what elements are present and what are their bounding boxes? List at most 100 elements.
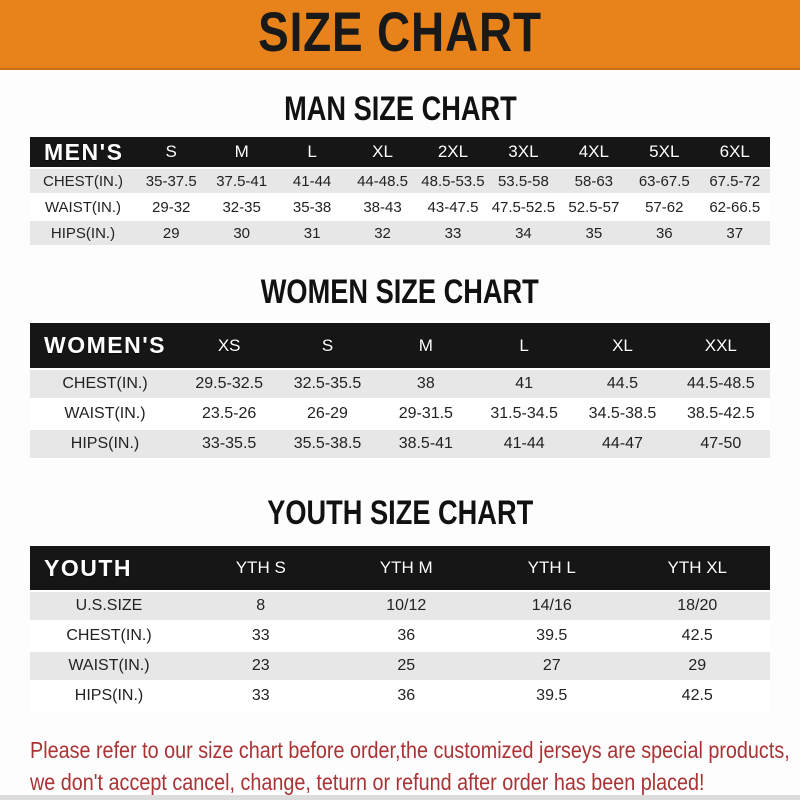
measure-value: 14/16 <box>479 591 625 622</box>
measure-value: 35.5-38.5 <box>278 429 377 460</box>
measure-value: 42.5 <box>624 621 770 652</box>
banner-title: SIZE CHART <box>258 0 542 63</box>
size-column-header: YTH L <box>479 546 625 592</box>
measure-value: 29.5-32.5 <box>180 369 279 400</box>
measure-value: 44.5-48.5 <box>671 369 770 400</box>
size-column-header: 4XL <box>558 137 630 169</box>
measure-value: 33 <box>188 681 334 712</box>
measure-value: 34 <box>488 220 559 247</box>
size-column-header: 5XL <box>629 137 700 169</box>
size-column-header: L <box>276 137 348 169</box>
measure-value: 29 <box>136 220 207 247</box>
size-column-header: 6XL <box>699 137 770 169</box>
measure-value: 36 <box>333 681 479 712</box>
measure-value: 35 <box>558 220 630 247</box>
measure-value: 31 <box>276 220 348 247</box>
measure-value: 62-66.5 <box>699 194 770 221</box>
measure-value: 23.5-26 <box>180 399 279 430</box>
measure-value: 34.5-38.5 <box>573 399 672 430</box>
measure-value: 32-35 <box>206 194 277 221</box>
measure-value: 25 <box>333 651 479 682</box>
table-corner-label: MEN'S <box>30 137 136 169</box>
table-row: U.S.SIZE 8 10/12 14/16 18/20 <box>30 591 770 622</box>
table-row: HIPS(IN.) 29 30 31 32 33 34 35 36 37 <box>30 220 770 247</box>
measure-value: 35-38 <box>276 194 348 221</box>
measure-label: CHEST(IN.) <box>30 369 180 400</box>
measure-value: 52.5-57 <box>558 194 630 221</box>
size-column-header: YTH XL <box>624 546 770 592</box>
measure-value: 63-67.5 <box>629 168 700 195</box>
measure-value: 18/20 <box>624 591 770 622</box>
measure-value: 38.5-41 <box>376 429 475 460</box>
measure-value: 36 <box>629 220 700 247</box>
measure-value: 29-31.5 <box>376 399 475 430</box>
measure-label: WAIST(IN.) <box>30 194 136 221</box>
measure-value: 38-43 <box>347 194 418 221</box>
measure-value: 47-50 <box>671 429 770 460</box>
measure-value: 38 <box>376 369 475 400</box>
measure-value: 41-44 <box>276 168 348 195</box>
size-chart-banner: SIZE CHART <box>0 0 800 70</box>
women-size-table: WOMEN'S XS S M L XL XXL CHEST(IN.) 29.5-32.5 32.… <box>30 323 770 460</box>
size-column-header: XS <box>180 323 279 370</box>
women-size-chart-section: WOMEN SIZE CHART WOMEN'S XS S M L XL XXL CHEST… <box>0 275 800 460</box>
measure-value: 58-63 <box>558 168 630 195</box>
table-row: CHEST(IN.) 33 36 39.5 42.5 <box>30 621 770 652</box>
size-column-header: XL <box>573 323 672 370</box>
measure-value: 41-44 <box>474 429 574 460</box>
footer-note: Please refer to our size chart before or… <box>0 734 800 798</box>
size-column-header: M <box>376 323 475 370</box>
measure-value: 47.5-52.5 <box>488 194 559 221</box>
table-row: CHEST(IN.) 35-37.5 37.5-41 41-44 44-48.5 48.5… <box>30 168 770 195</box>
measure-value: 41 <box>474 369 574 400</box>
table-row: HIPS(IN.) 33-35.5 35.5-38.5 38.5-41 41-44 44-… <box>30 429 770 460</box>
size-column-header: XL <box>347 137 418 169</box>
measure-value: 44-48.5 <box>347 168 418 195</box>
table-row: HIPS(IN.) 33 36 39.5 42.5 <box>30 681 770 712</box>
table-corner-label: YOUTH <box>30 546 188 592</box>
measure-value: 10/12 <box>333 591 479 622</box>
measure-label: CHEST(IN.) <box>30 168 136 195</box>
size-column-header: S <box>136 137 207 169</box>
table-row: WAIST(IN.) 23 25 27 29 <box>30 651 770 682</box>
measure-value: 33 <box>188 621 334 652</box>
size-column-header: 2XL <box>417 137 489 169</box>
youth-size-header-row: YOUTH YTH S YTH M YTH L YTH XL <box>30 546 770 592</box>
measure-value: 44.5 <box>573 369 672 400</box>
measure-value: 44-47 <box>573 429 672 460</box>
youth-size-chart-section: YOUTH SIZE CHART YOUTH YTH S YTH M YTH L YTH… <box>0 496 800 712</box>
size-column-header: L <box>474 323 574 370</box>
men-size-header-row: MEN'S S M L XL 2XL 3XL 4XL 5XL 6XL <box>30 137 770 169</box>
measure-value: 38.5-42.5 <box>671 399 770 430</box>
women-section-heading: WOMEN SIZE CHART <box>0 275 800 309</box>
footer-line-1-text: Please refer to our size chart before or… <box>30 737 790 763</box>
measure-value: 39.5 <box>479 681 625 712</box>
man-section-heading: MAN SIZE CHART <box>0 92 800 126</box>
measure-label: HIPS(IN.) <box>30 681 188 712</box>
women-size-header-row: WOMEN'S XS S M L XL XXL <box>30 323 770 370</box>
measure-value: 33 <box>417 220 489 247</box>
man-size-chart-section: MAN SIZE CHART MEN'S S M L XL 2XL 3XL 4XL 5XL 6XL… <box>0 92 800 247</box>
youth-section-heading-text: YOUTH SIZE CHART <box>267 494 533 532</box>
table-corner-label: WOMEN'S <box>30 323 180 370</box>
measure-value: 33-35.5 <box>180 429 279 460</box>
measure-value: 53.5-58 <box>488 168 559 195</box>
measure-value: 67.5-72 <box>699 168 770 195</box>
measure-value: 30 <box>206 220 277 247</box>
footer-line-2: we don't accept cancel, change, teturn o… <box>30 766 800 798</box>
measure-value: 42.5 <box>624 681 770 712</box>
measure-label: WAIST(IN.) <box>30 399 180 430</box>
youth-size-table: YOUTH YTH S YTH M YTH L YTH XL U.S.SIZE 8 10/1… <box>30 546 770 712</box>
table-row: WAIST(IN.) 29-32 32-35 35-38 38-43 43-47.5 47.… <box>30 194 770 221</box>
size-column-header: M <box>206 137 277 169</box>
measure-value: 32 <box>347 220 418 247</box>
measure-label: U.S.SIZE <box>30 591 188 622</box>
bottom-border-strip <box>0 795 800 800</box>
measure-value: 48.5-53.5 <box>417 168 489 195</box>
man-section-heading-text: MAN SIZE CHART <box>283 90 517 128</box>
measure-value: 37 <box>699 220 770 247</box>
measure-label: CHEST(IN.) <box>30 621 188 652</box>
measure-value: 32.5-35.5 <box>278 369 377 400</box>
measure-label: WAIST(IN.) <box>30 651 188 682</box>
measure-value: 27 <box>479 651 625 682</box>
